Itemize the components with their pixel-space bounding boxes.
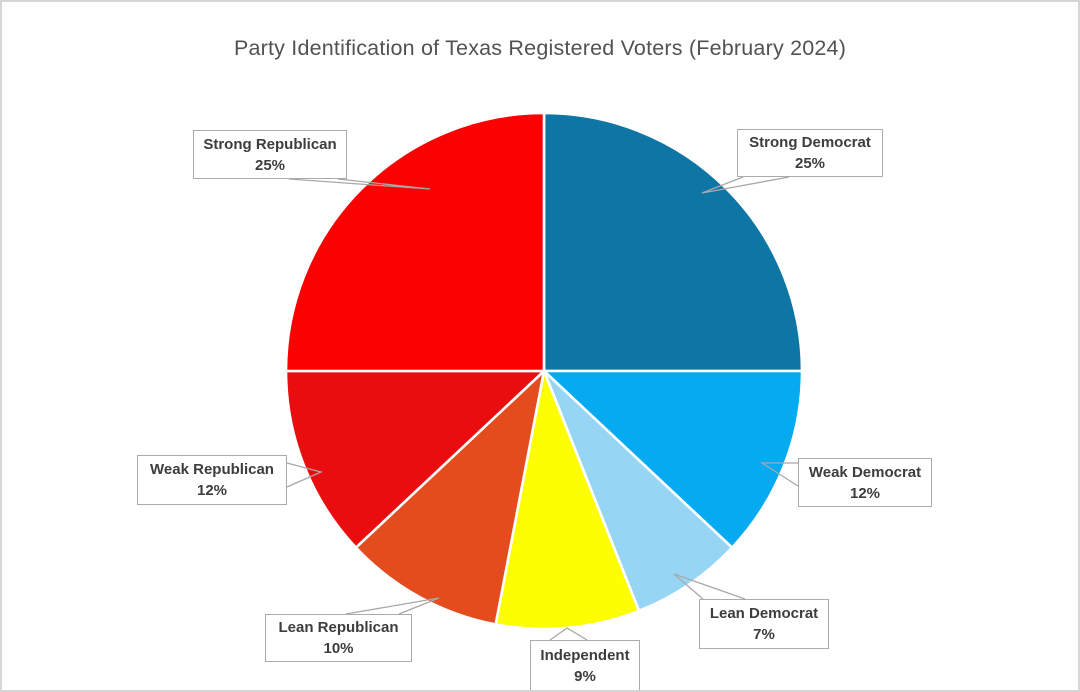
slice-label: Lean Democrat [709, 605, 819, 622]
callout-pointer-lean-democrat [673, 573, 746, 600]
slice-label: Weak Republican [150, 461, 274, 478]
callout-lean-republican: Lean Republican 10% [265, 614, 412, 662]
slice-label: Strong Republican [203, 135, 337, 153]
pie-slice-strong-republican [284, 111, 546, 373]
chart-title: Party Identification of Texas Registered… [233, 36, 847, 60]
callout-pointer-strong-democrat [701, 176, 790, 194]
slice-label: Strong Democrat [749, 134, 871, 151]
callout-pointer-independent [549, 627, 588, 641]
slice-percent: 25% [254, 156, 286, 174]
callout-pointer-weak-republican [286, 462, 323, 488]
callout-pointer-lean-republican [345, 597, 440, 615]
slice-label: Independent [540, 647, 630, 664]
callout-weak-republican: Weak Republican 12% [137, 455, 287, 505]
callout-independent: Independent 9% [530, 640, 640, 690]
callout-pointer-weak-democrat [759, 462, 799, 487]
callout-weak-democrat: Weak Democrat 12% [798, 458, 932, 507]
callout-strong-democrat: Strong Democrat 25% [737, 129, 883, 177]
callout-pointer-strong-republican [288, 178, 431, 190]
slice-percent: 10% [323, 640, 354, 657]
slice-label: Lean Republican [278, 619, 399, 636]
pie-slice-lean-democrat [542, 369, 734, 613]
slice-label: Weak Democrat [808, 463, 922, 481]
slice-percent: 7% [753, 626, 775, 643]
slice-percent: 25% [794, 155, 826, 172]
pie-slice-independent [494, 369, 641, 631]
slice-percent: 9% [574, 668, 596, 685]
slice-percent: 12% [196, 482, 228, 499]
callout-strong-republican: Strong Republican 25% [193, 130, 347, 179]
pie-slice-lean-republican [354, 369, 546, 626]
pie-slice-weak-republican [284, 369, 546, 549]
pie-slice-weak-democrat [542, 369, 804, 549]
slice-percent: 12% [849, 484, 881, 502]
callout-lean-democrat: Lean Democrat 7% [699, 599, 829, 649]
